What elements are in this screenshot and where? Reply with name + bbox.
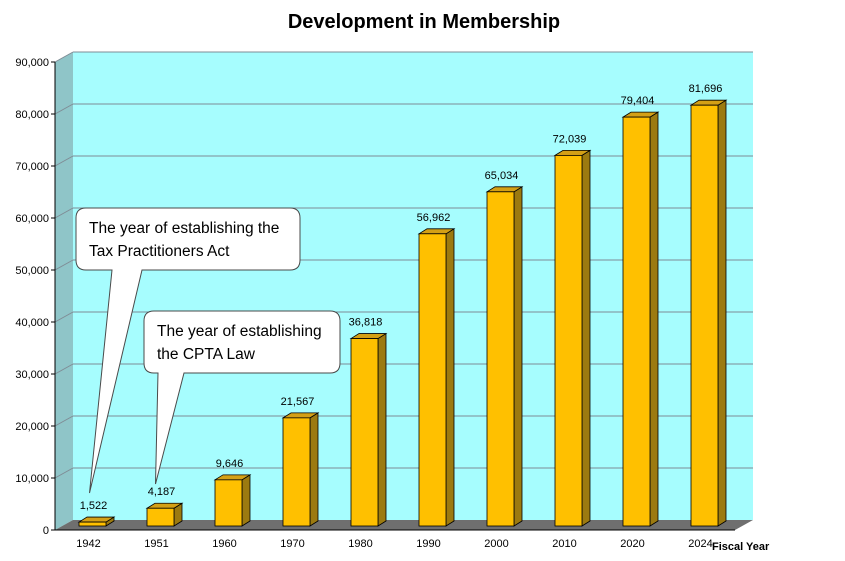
x-tick-label-2010: 2010 [552,538,576,550]
y-tick-label: 80,000 [15,109,49,121]
x-tick-label-1970: 1970 [280,538,304,550]
data-label-2000: 65,034 [485,170,519,182]
bars [77,99,728,527]
gridline-side [54,103,74,115]
data-label-2010: 72,039 [553,133,587,145]
callout-1: The year of establishing the Tax Practiti… [75,207,301,494]
data-label-2024: 81,696 [689,83,723,95]
callout-text: the CPTA Law [157,346,256,363]
gridline-side [54,467,74,479]
bar-2024 [689,99,728,527]
bar-1970 [281,412,320,527]
bar-2000 [485,186,524,527]
gridline-side [54,363,74,375]
bar-1960 [213,474,252,527]
gridline-side [54,51,74,63]
x-tick-label-2020: 2020 [620,538,644,550]
data-label-1980: 36,818 [349,317,383,329]
y-tick-label: 70,000 [15,161,49,173]
y-tick-label: 60,000 [15,213,49,225]
callout-bubble [143,310,341,485]
bar-front [418,233,447,527]
bar-2020 [621,111,660,527]
data-label-2020: 79,404 [621,95,655,107]
bar-side [717,99,727,527]
bar-front [486,191,515,527]
y-tick-label: 20,000 [15,421,49,433]
y-tick-label: 40,000 [15,317,49,329]
x-tick-label-1960: 1960 [212,538,236,550]
data-label-1951: 4,187 [148,486,176,498]
data-label-1960: 9,646 [216,458,244,470]
data-label-1970: 21,567 [281,396,315,408]
callouts: The year of establishing the Tax Practiti… [75,207,341,494]
bar-1951 [145,502,184,527]
bar-side [445,228,455,527]
data-label-1990: 56,962 [417,212,451,224]
callout-bubble [75,207,301,494]
data-label-1942: 1,522 [80,500,108,512]
x-tick-label-2000: 2000 [484,538,508,550]
bar-side [241,474,251,527]
x-tick-label-1990: 1990 [416,538,440,550]
bar-side [513,186,523,527]
x-tick-label-1942: 1942 [76,538,100,550]
bar-front [146,507,175,527]
bar-side [309,412,319,527]
x-tick-label-1980: 1980 [348,538,372,550]
y-tick-label: 90,000 [15,57,49,69]
gridline-side [54,415,74,427]
callout-2: The year of establishing the CPTA Law [143,310,341,485]
bar-side [377,332,387,527]
gridline-side [54,155,74,167]
gridline-side [54,311,74,323]
y-tick-label: 10,000 [15,473,49,485]
callout-text: Tax Practitioners Act [89,243,230,260]
y-tick-label: 0 [43,525,49,537]
bar-front [78,521,107,527]
bar-front [350,338,379,527]
bar-1990 [417,228,456,527]
x-tick-label-2024: 2024 [688,538,712,550]
gridline-side [54,207,74,219]
bar-front [214,479,243,527]
chart-side-wall [55,52,73,530]
bar-front [554,154,583,527]
bar-2010 [553,149,592,527]
bar-side [581,149,591,527]
callout-text: The year of establishing [157,323,322,340]
bar-front [622,116,651,527]
callout-text: The year of establishing the [89,220,279,237]
y-tick-label: 50,000 [15,265,49,277]
bar-front [282,417,311,527]
y-axis-ticks: 0 10,000 20,000 30,000 40,000 50,000 60,000 70,… [15,57,55,537]
x-tick-label-1951: 1951 [144,538,168,550]
bar-1980 [349,332,388,527]
x-axis-ticks: 1942 1951 1960 1970 1980 1990 2000 2010 2020 2024 [76,538,712,550]
chart-title: Development in Membership [288,11,560,33]
data-labels: 1,522 4,187 9,646 21,567 36,818 56,962 65,034 7… [80,83,723,512]
x-axis-label: Fiscal Year [712,541,770,553]
y-tick-label: 30,000 [15,369,49,381]
bar-side [649,111,659,527]
bar-front [690,104,719,527]
bar-1942 [77,516,116,527]
gridline-side [54,259,74,271]
